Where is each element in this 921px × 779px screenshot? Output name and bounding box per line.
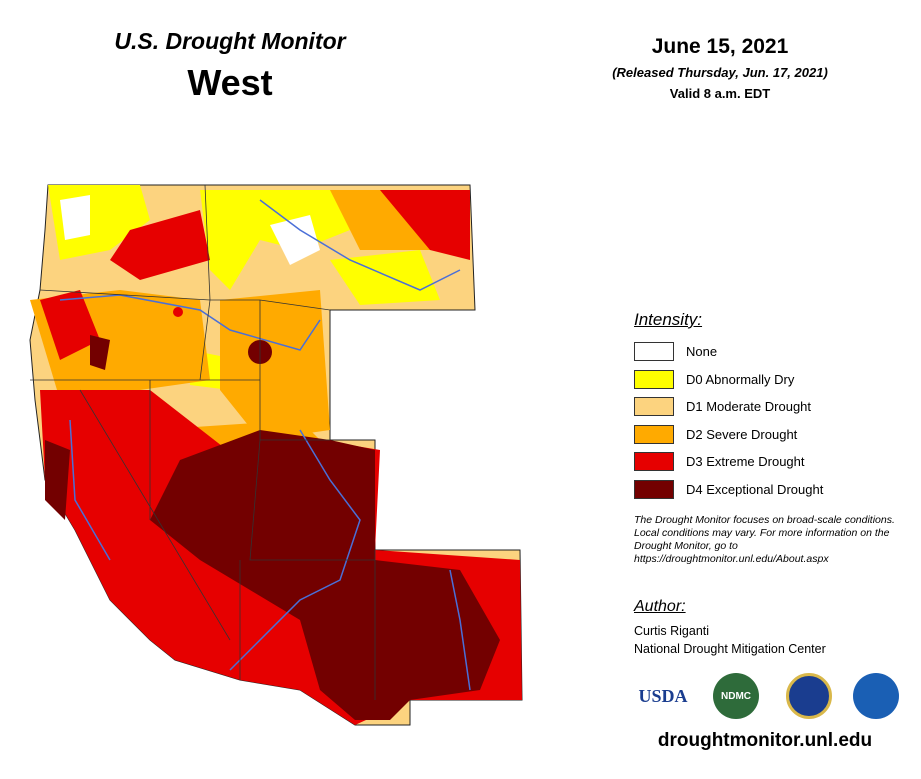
legend-label: D1 Moderate Drought (686, 399, 812, 415)
author-name: Curtis Riganti (634, 624, 710, 638)
legend-label: D4 Exceptional Drought (686, 481, 824, 497)
region-title: West (187, 62, 273, 103)
legend-item: D4 Exceptional Drought (634, 476, 823, 504)
noaa-logo (853, 673, 899, 719)
legend-swatch (634, 369, 674, 389)
map-title: U.S. Drought Monitor (114, 28, 346, 54)
legend-swatch (634, 479, 674, 499)
legend-item: D1 Moderate Drought (634, 393, 823, 421)
legend-swatch (634, 342, 674, 362)
note: The Drought Monitor focuses on broad-sca… (634, 514, 895, 565)
d3-spot (173, 307, 183, 317)
legend-item: None (634, 338, 823, 366)
legend-label: None (686, 344, 718, 360)
author-org: National Drought Mitigation Center (634, 642, 826, 656)
d4-area (45, 335, 500, 720)
ndmc-logo: NDMC (713, 673, 759, 719)
legend-item: D3 Extreme Drought (634, 448, 823, 476)
legend-label: D3 Extreme Drought (686, 454, 805, 470)
state-borders (30, 184, 376, 700)
legend-label: D0 Abnormally Dry (686, 371, 795, 387)
legend-title: Intensity: (634, 310, 703, 329)
none-area (60, 195, 320, 265)
website: droughtmonitor.unl.edu (657, 730, 873, 751)
author-title: Author: (634, 598, 686, 615)
legend-swatch (634, 397, 674, 417)
legend-swatch (634, 424, 674, 444)
legend-item: D2 Severe Drought (634, 421, 823, 449)
rivers (59, 199, 471, 691)
legend-swatch (634, 452, 674, 472)
valid-time: Valid 8 a.m. EDT (669, 86, 771, 101)
map-date: June 15, 2021 (651, 35, 789, 58)
doc-logo (786, 673, 832, 719)
usda-logo: USDA (639, 673, 688, 719)
drought-map (29, 184, 523, 726)
legend-item: D0 Abnormally Dry (634, 366, 823, 394)
legend-label: D2 Severe Drought (686, 426, 798, 442)
legend: None D0 Abnormally Dry D1 Moderate Drought… (634, 338, 823, 503)
release-date: (Released Thursday, Jun. 17, 2021) (612, 65, 828, 80)
